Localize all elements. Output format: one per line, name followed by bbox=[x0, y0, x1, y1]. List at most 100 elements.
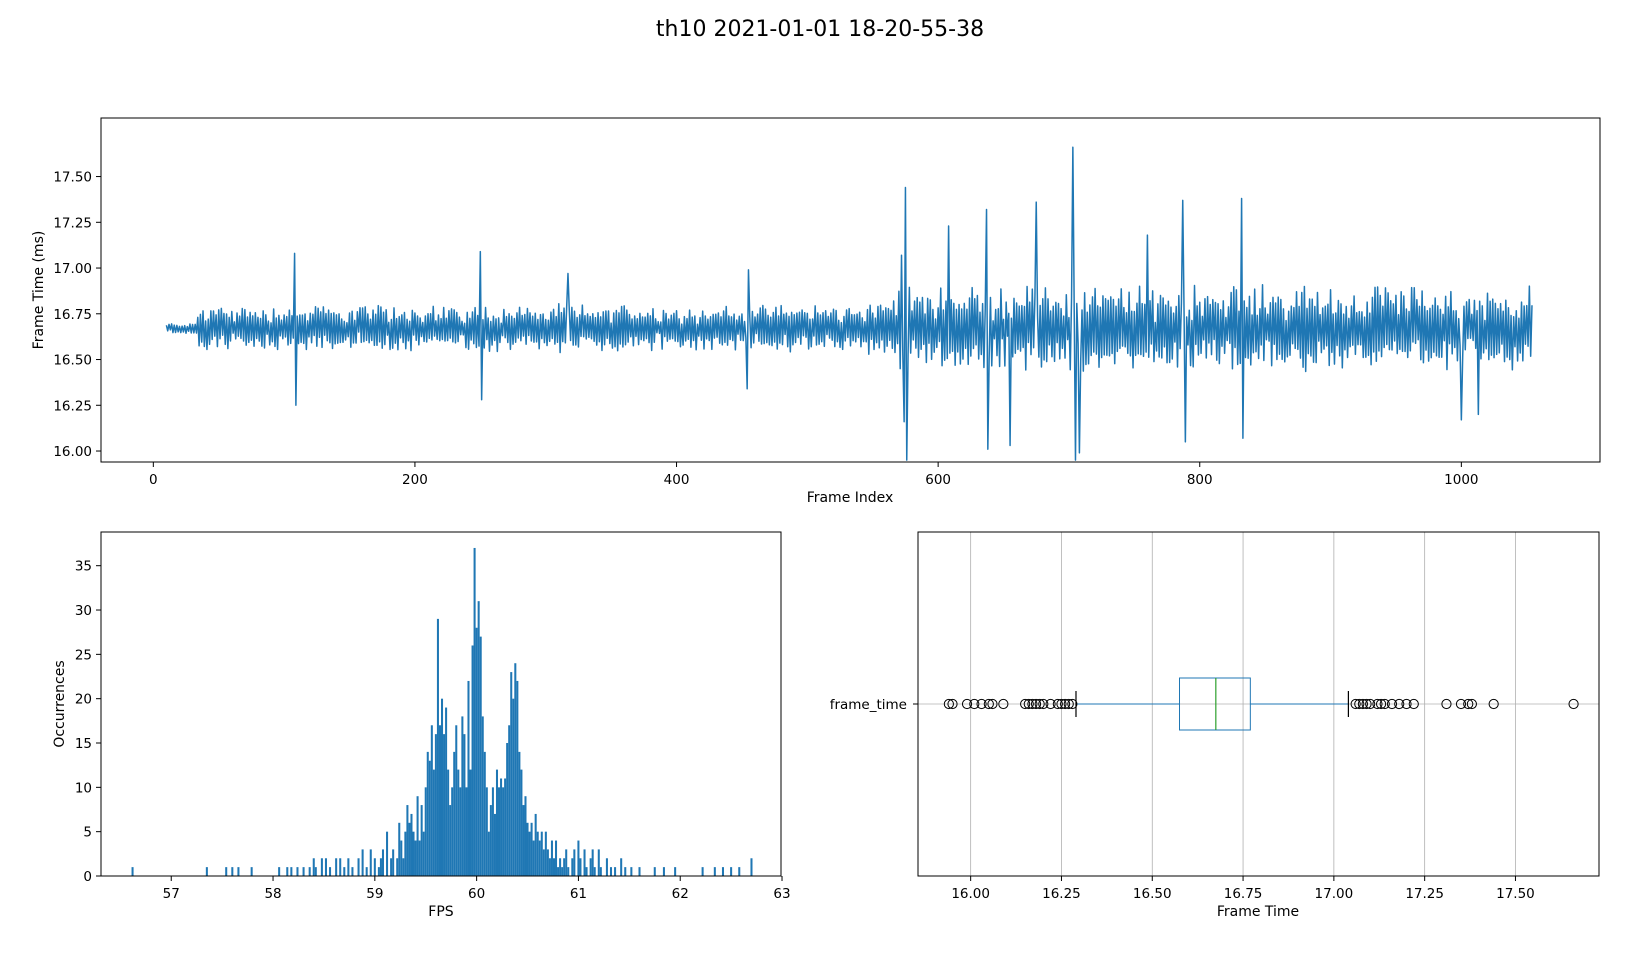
line-xtick-label: 200 bbox=[402, 472, 428, 488]
histogram-bar bbox=[379, 858, 382, 876]
histogram-xtick-label: 57 bbox=[163, 886, 180, 902]
boxplot-xtick-label: 16.00 bbox=[951, 886, 990, 902]
histogram-bar bbox=[585, 867, 588, 876]
boxplot-outlier bbox=[1463, 698, 1474, 710]
histogram-bar bbox=[589, 858, 592, 876]
histogram-bar bbox=[463, 734, 466, 876]
histogram-bar bbox=[512, 698, 515, 876]
histogram-bar bbox=[451, 787, 454, 876]
histogram-xtick-label: 62 bbox=[672, 886, 689, 902]
boxplot-xtick-label: 16.50 bbox=[1133, 886, 1172, 902]
frame-time-line bbox=[165, 146, 1533, 461]
boxplot-outlier bbox=[976, 698, 987, 710]
histogram-bar bbox=[546, 849, 549, 876]
line-ylabel: Frame Time (ms) bbox=[31, 231, 47, 350]
histogram-bar bbox=[653, 867, 656, 876]
boxplot-outlier bbox=[947, 698, 958, 710]
histogram-bar bbox=[402, 858, 405, 876]
histogram-bar bbox=[205, 867, 208, 876]
histogram-bar bbox=[426, 751, 429, 876]
line-ytick-label: 17.50 bbox=[53, 170, 92, 186]
histogram-xtick-label: 58 bbox=[264, 886, 281, 902]
histogram-bar bbox=[436, 618, 439, 876]
histogram-bar bbox=[561, 867, 564, 876]
histogram-bar bbox=[624, 867, 627, 876]
histogram-bar bbox=[296, 867, 299, 876]
boxplot-outlier bbox=[1408, 698, 1419, 710]
histogram-bar bbox=[302, 867, 305, 876]
histogram-panel: 57 58 59 60 61 62 63 0 5 10 15 20 25 30 35 FPS Occurre… bbox=[52, 531, 791, 920]
histogram-bar bbox=[487, 831, 490, 876]
histogram-bar bbox=[750, 858, 753, 876]
boxplot-outlier bbox=[1045, 698, 1056, 710]
histogram-bar bbox=[489, 805, 492, 876]
histogram-bar bbox=[420, 805, 423, 876]
line-xtick-label: 1000 bbox=[1444, 472, 1478, 488]
histogram-bar bbox=[516, 680, 519, 876]
histogram-bar bbox=[522, 805, 525, 876]
line-xtick-label: 800 bbox=[1187, 472, 1213, 488]
histogram-bar bbox=[414, 840, 417, 876]
histogram-bar bbox=[424, 787, 427, 876]
histogram-bar bbox=[548, 858, 551, 876]
boxplot-outlier bbox=[1023, 698, 1034, 710]
histogram-bar bbox=[557, 867, 560, 876]
histogram-bar bbox=[579, 858, 582, 876]
histogram-bar bbox=[237, 867, 240, 876]
histogram-bar bbox=[406, 805, 409, 876]
boxplot-outlier bbox=[1386, 698, 1398, 710]
line-xtick-label: 400 bbox=[664, 472, 690, 488]
histogram-bar bbox=[445, 707, 448, 876]
histogram-bar bbox=[674, 867, 677, 876]
histogram-bar bbox=[609, 867, 613, 876]
histogram-bar bbox=[286, 867, 289, 876]
boxplot-xtick-label: 17.25 bbox=[1405, 886, 1444, 902]
boxplot-outlier bbox=[969, 698, 980, 710]
histogram-bar bbox=[662, 867, 665, 876]
boxplot-outlier bbox=[983, 698, 994, 710]
boxplot-outlier bbox=[1365, 698, 1376, 710]
histogram-bar bbox=[467, 680, 470, 876]
histogram-bar bbox=[231, 867, 234, 876]
histogram-bar bbox=[491, 787, 494, 876]
histogram-bar bbox=[538, 840, 541, 876]
histogram-xlabel: FPS bbox=[428, 904, 453, 920]
histogram-xtick-label: 60 bbox=[468, 886, 485, 902]
histogram-bar bbox=[555, 840, 558, 876]
histogram-bar bbox=[508, 725, 511, 876]
boxplot-outlier bbox=[1361, 698, 1372, 710]
histogram-bar bbox=[713, 867, 716, 876]
histogram-bar bbox=[278, 867, 281, 876]
histogram-bar bbox=[638, 867, 641, 876]
histogram-bar bbox=[597, 849, 600, 876]
histogram-bar bbox=[614, 867, 617, 876]
histogram-bar bbox=[518, 751, 521, 876]
boxplot-outlier bbox=[1357, 698, 1369, 710]
histogram-bar bbox=[571, 858, 574, 876]
histogram-bar bbox=[329, 867, 332, 876]
histogram-bar bbox=[308, 867, 311, 876]
line-ytick-label: 16.00 bbox=[53, 444, 92, 460]
histogram-bar bbox=[510, 672, 513, 876]
boxplot-mark-layer bbox=[943, 677, 1579, 731]
histogram-bar bbox=[416, 796, 419, 876]
histogram-bar bbox=[386, 831, 389, 876]
histogram-bar bbox=[721, 867, 724, 876]
histogram-bar bbox=[520, 769, 523, 876]
histogram-bar bbox=[390, 858, 393, 876]
histogram-bar bbox=[532, 840, 535, 876]
histogram-bar bbox=[335, 858, 338, 876]
histogram-bar bbox=[430, 725, 433, 876]
histogram-bar bbox=[343, 867, 346, 876]
histogram-bar bbox=[593, 867, 596, 876]
histogram-bar bbox=[369, 849, 372, 876]
line-xtick-label: 600 bbox=[925, 472, 951, 488]
line-tick-layer: 0 200 400 600 800 1000 16.00 16.25 16.50 16.75 17.… bbox=[53, 170, 1478, 488]
histogram-bar bbox=[536, 831, 539, 876]
histogram-bar bbox=[459, 787, 462, 876]
histogram-ytick-label: 10 bbox=[75, 780, 92, 796]
histogram-bar bbox=[438, 725, 441, 876]
boxplot-outlier bbox=[1441, 698, 1452, 710]
histogram-bar bbox=[461, 716, 464, 876]
histogram-bar bbox=[506, 743, 509, 876]
